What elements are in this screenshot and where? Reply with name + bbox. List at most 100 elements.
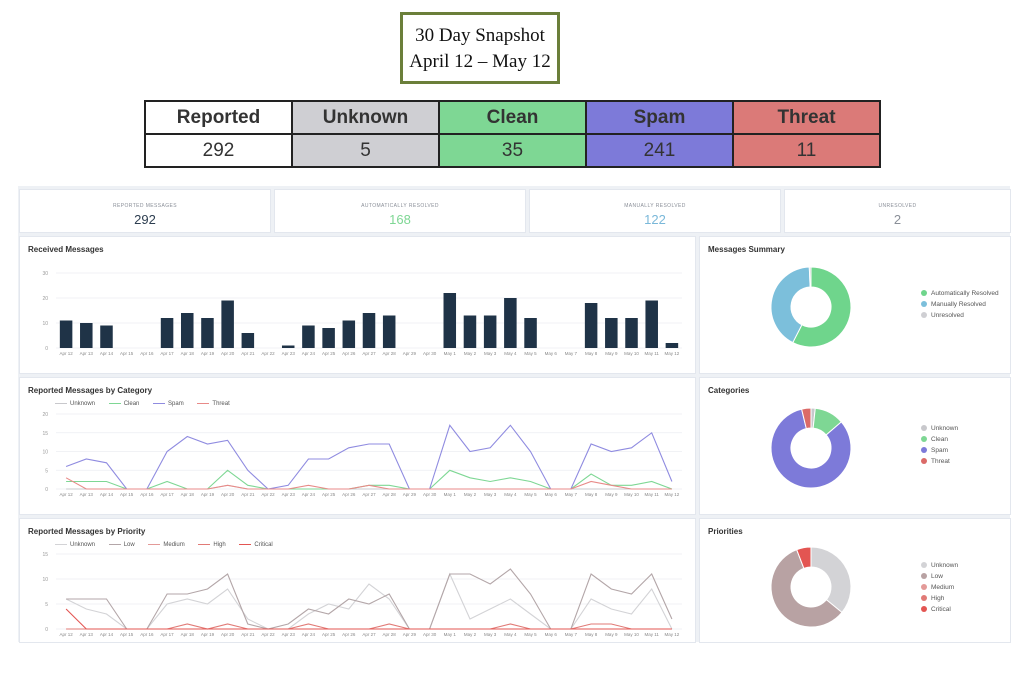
bar (100, 325, 113, 348)
bar (382, 315, 396, 348)
legend-item-critical[interactable]: Critical (921, 606, 951, 613)
legend-dot (921, 312, 927, 319)
x-tick-label: May 12 (665, 351, 680, 356)
legend-item-high[interactable]: High (198, 542, 226, 548)
categories-title: Categories (708, 386, 750, 395)
x-tick-label: Apr 12 (59, 351, 73, 356)
y-tick-label: 30 (42, 271, 48, 277)
legend-label: Unknown (70, 542, 96, 548)
x-tick-label: May 1 (444, 632, 457, 637)
legend-item-low[interactable]: Low (921, 573, 943, 580)
x-tick-label: May 10 (624, 351, 639, 356)
legend-label: Clean (123, 401, 140, 407)
series-line-critical (65, 608, 672, 630)
x-tick-label: May 2 (464, 632, 477, 637)
x-tick-label: Apr 26 (342, 632, 356, 637)
donut-slice-spam (770, 408, 852, 489)
legend-dot (921, 436, 927, 443)
legend-item-auto-resolved[interactable]: Automatically Resolved (921, 290, 999, 297)
legend-item-spam[interactable]: Spam (921, 447, 948, 454)
legend-item-manually-resolved[interactable]: Manually Resolved (921, 301, 986, 308)
x-tick-label: Apr 16 (140, 632, 154, 637)
priorities-donut (770, 546, 852, 628)
x-tick-label: Apr 23 (282, 351, 296, 356)
x-tick-label: Apr 24 (302, 351, 316, 356)
x-tick-label: May 10 (624, 492, 639, 497)
x-tick-label: May 2 (464, 492, 477, 497)
x-tick-label: May 12 (665, 632, 680, 637)
legend-label: Unknown (70, 401, 96, 407)
legend-item-low[interactable]: Low (108, 542, 135, 548)
bar (342, 320, 356, 348)
x-tick-label: Apr 19 (201, 492, 215, 497)
legend-item-medium[interactable]: Medium (921, 584, 954, 591)
donut-slice-unknown (810, 546, 852, 614)
priorities-card: Priorities Unknown Low Medium High Criti… (700, 519, 1010, 642)
series-line-spam (65, 424, 673, 490)
summary-header-unknown: Unknown (291, 100, 440, 135)
legend-dot (921, 562, 927, 569)
x-tick-label: May 8 (585, 351, 598, 356)
x-tick-label: May 11 (644, 351, 659, 356)
x-tick-label: Apr 13 (80, 351, 94, 356)
category-line-chart: 0 5 10 15 20 Apr 12 Apr 13 Apr 14 Apr 15 Apr 16 Ap… (42, 412, 682, 497)
x-tick-label: Apr 13 (80, 632, 94, 637)
legend-label: Unknown (931, 425, 959, 432)
legend-label: Low (931, 573, 943, 580)
stat-label: UNRESOLVED (878, 203, 917, 209)
bar (524, 318, 537, 348)
legend-item-unknown[interactable]: Unknown (55, 401, 95, 407)
bar (605, 318, 618, 348)
legend-item-unresolved[interactable]: Unresolved (921, 312, 964, 319)
priority-chart-title: Reported Messages by Priority (28, 527, 146, 536)
x-tick-label: Apr 16 (140, 351, 154, 356)
legend-label: Low (123, 542, 135, 548)
x-tick-label: Apr 18 (181, 351, 195, 356)
legend-dot (921, 606, 927, 613)
x-tick-label: Apr 29 (403, 632, 417, 637)
legend-label: Critical (254, 542, 273, 548)
y-tick-label: 0 (45, 487, 48, 493)
bar (322, 328, 335, 348)
legend-item-medium[interactable]: Medium (148, 542, 185, 548)
stat-value: 2 (893, 212, 902, 227)
x-tick-label: May 1 (444, 492, 457, 497)
legend-swatch (108, 402, 121, 404)
y-tick-label: 15 (42, 552, 48, 558)
stat-card-unresolved[interactable]: UNRESOLVED 2 (785, 190, 1010, 232)
stat-card-auto-resolved[interactable]: AUTOMATICALLY RESOLVED 168 (275, 190, 525, 232)
x-tick-label: Apr 12 (59, 492, 73, 497)
legend-item-spam[interactable]: Spam (153, 401, 184, 407)
summary-table: Reported Unknown Clean Spam Threat 292 5… (144, 100, 881, 168)
stat-card-reported[interactable]: REPORTED MESSAGES 292 (20, 190, 270, 232)
legend-label: Threat (212, 401, 230, 407)
legend-item-clean[interactable]: Clean (108, 401, 140, 407)
snapshot-title-box: 30 Day Snapshot April 12 – May 12 (400, 12, 560, 84)
legend-item-critical[interactable]: Critical (239, 542, 273, 548)
stat-value: 168 (389, 212, 411, 227)
summary-header-clean: Clean (438, 100, 587, 135)
legend-item-clean[interactable]: Clean (921, 436, 948, 443)
priority-legend: Unknown Low Medium High Critical (55, 542, 285, 548)
summary-header-threat: Threat (732, 100, 881, 135)
legend-dot (921, 425, 927, 432)
bar (201, 318, 214, 348)
y-tick-label: 10 (42, 450, 48, 456)
legend-item-high[interactable]: High (921, 595, 944, 602)
stat-label: MANUALLY RESOLVED (624, 203, 686, 209)
legend-item-unknown[interactable]: Unknown (921, 425, 958, 432)
stat-card-manually-resolved[interactable]: MANUALLY RESOLVED 122 (530, 190, 780, 232)
category-chart-card: Reported Messages by Category Unknown Cl… (20, 378, 695, 514)
x-tick-label: Apr 15 (120, 351, 134, 356)
x-tick-label: Apr 19 (201, 632, 215, 637)
legend-item-unknown[interactable]: Unknown (55, 542, 95, 548)
summary-header-reported: Reported (144, 100, 293, 135)
legend-item-unknown[interactable]: Unknown (921, 562, 958, 569)
legend-label: Spam (168, 401, 184, 407)
bar (483, 315, 497, 348)
legend-label: Critical (931, 606, 951, 613)
y-tick-label: 0 (45, 346, 48, 352)
bar (160, 318, 174, 348)
legend-item-threat[interactable]: Threat (197, 401, 230, 407)
legend-item-threat[interactable]: Threat (921, 458, 950, 465)
